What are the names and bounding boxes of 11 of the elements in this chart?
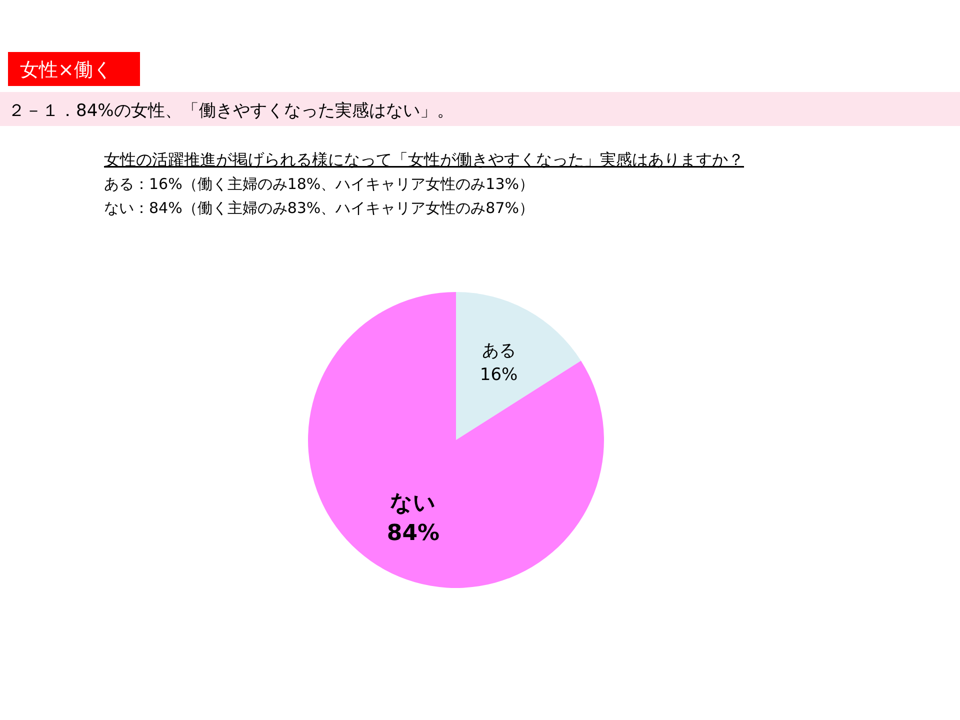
slice-label: ある	[482, 341, 516, 362]
chart-subtitle: ２－１．84%の女性、「働きやすくなった実感はない」。	[8, 101, 454, 121]
data-label: 16%	[480, 365, 518, 386]
text: ある：16%（働く主婦のみ18%、ハイキャリア女性のみ13%）	[104, 175, 534, 193]
pie-slice	[456, 292, 581, 440]
text: 女性×働く	[20, 59, 112, 81]
text: 女性の活躍推進が掲げられる様になって「女性が働きやすくなった」実感はありますか？	[104, 150, 744, 169]
slice-label: ない	[390, 490, 436, 516]
text: ない：84%（働く主婦のみ83%、ハイキャリア女性のみ87%）	[104, 199, 534, 217]
pie-slice	[308, 292, 604, 588]
data-label: 84%	[386, 520, 440, 546]
